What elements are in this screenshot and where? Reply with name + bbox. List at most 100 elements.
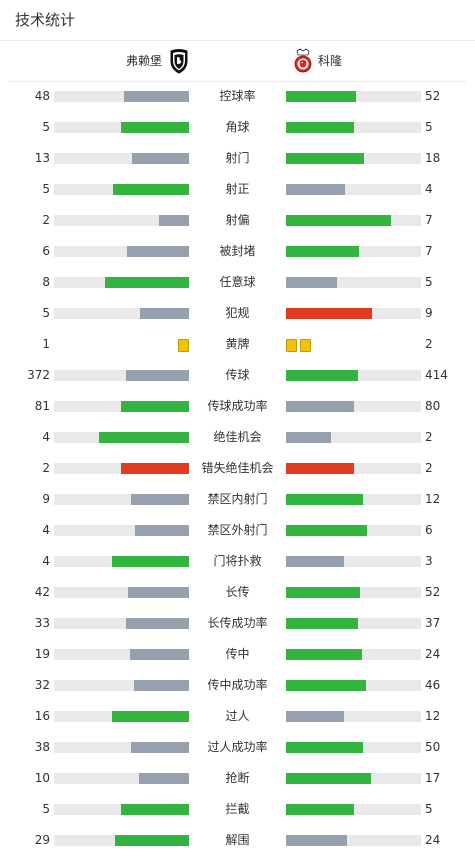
away-bar-track <box>286 215 421 226</box>
home-bar-fill <box>112 556 189 567</box>
home-value: 1 <box>42 337 50 351</box>
away-bar-track <box>286 153 421 164</box>
away-bar-track <box>286 494 421 505</box>
away-bar-track <box>286 587 421 598</box>
away-bar-track <box>286 184 421 195</box>
yellow-card-icon <box>286 339 297 352</box>
home-bar-track <box>54 494 189 505</box>
home-bar-fill <box>159 215 189 226</box>
stat-row: 13 射门 18 <box>0 143 475 174</box>
away-bar-track <box>286 804 421 815</box>
stat-label: 传球 <box>225 368 250 382</box>
home-value: 5 <box>42 182 50 196</box>
stat-label: 角球 <box>225 120 250 134</box>
home-value: 8 <box>42 275 50 289</box>
away-bar-fill <box>286 711 344 722</box>
stat-row: 29 解围 24 <box>0 825 475 856</box>
away-bar-track <box>286 463 421 474</box>
away-bar-track <box>286 246 421 257</box>
teams-row: 弗赖堡 科隆 <box>8 41 466 82</box>
away-bar-fill <box>286 804 354 815</box>
away-bar-track <box>286 122 421 133</box>
away-value: 52 <box>425 585 441 599</box>
home-value: 19 <box>34 647 50 661</box>
away-value: 12 <box>425 492 441 506</box>
stat-label: 绝佳机会 <box>213 430 262 444</box>
home-bar-track <box>54 804 189 815</box>
home-value: 5 <box>42 802 50 816</box>
home-cards <box>178 339 189 352</box>
stat-row: 4 禁区外射门 6 <box>0 515 475 546</box>
away-bar-fill <box>286 277 337 288</box>
home-value: 38 <box>34 740 50 754</box>
away-bar-fill <box>286 401 354 412</box>
home-bar-fill <box>128 587 189 598</box>
home-bar-track <box>54 153 189 164</box>
away-value: 18 <box>425 151 441 165</box>
home-value: 2 <box>42 461 50 475</box>
away-value: 24 <box>425 647 441 661</box>
away-bar-fill <box>286 215 391 226</box>
stat-row: 2 射偏 7 <box>0 205 475 236</box>
stat-row: 372 传球 414 <box>0 360 475 391</box>
stat-row: 4 门将扑救 3 <box>0 546 475 577</box>
away-value: 3 <box>425 554 433 568</box>
away-bar-track <box>286 401 421 412</box>
stat-label: 被封堵 <box>219 244 256 258</box>
away-value: 5 <box>425 120 433 134</box>
away-value: 7 <box>425 244 433 258</box>
stat-label: 射偏 <box>225 213 250 227</box>
away-bar-track <box>286 618 421 629</box>
home-bar-track <box>54 525 189 536</box>
away-bar-fill <box>286 835 347 846</box>
stat-label: 禁区内射门 <box>207 492 268 506</box>
away-cards <box>286 339 311 352</box>
away-value: 80 <box>425 399 441 413</box>
away-value: 5 <box>425 275 433 289</box>
home-bar-fill <box>139 773 189 784</box>
home-value: 42 <box>34 585 50 599</box>
home-team[interactable]: 弗赖堡 <box>126 48 190 74</box>
stat-label: 传球成功率 <box>207 399 268 413</box>
stat-label: 黄牌 <box>225 337 250 351</box>
stat-row: 38 过人成功率 50 <box>0 732 475 763</box>
stat-row: 2 错失绝佳机会 2 <box>0 453 475 484</box>
away-team[interactable]: 科隆 <box>292 48 342 74</box>
stat-label: 传中 <box>225 647 250 661</box>
home-value: 48 <box>34 89 50 103</box>
home-bar-fill <box>115 835 189 846</box>
home-bar-fill <box>121 122 189 133</box>
home-team-name: 弗赖堡 <box>126 54 163 68</box>
home-value: 10 <box>34 771 50 785</box>
home-value: 13 <box>34 151 50 165</box>
home-value: 9 <box>42 492 50 506</box>
home-bar-track <box>54 401 189 412</box>
stat-label: 犯规 <box>225 306 250 320</box>
stat-row: 6 被封堵 7 <box>0 236 475 267</box>
home-bar-track <box>54 215 189 226</box>
away-bar-fill <box>286 432 331 443</box>
home-bar-track <box>54 246 189 257</box>
stat-label: 射门 <box>225 151 250 165</box>
yellow-card-icon <box>300 339 311 352</box>
away-value: 46 <box>425 678 441 692</box>
away-bar-fill <box>286 680 366 691</box>
home-bar-track <box>54 308 189 319</box>
home-bar-track <box>54 711 189 722</box>
home-bar-track <box>54 91 189 102</box>
away-bar-track <box>286 835 421 846</box>
stat-row: 5 拦截 5 <box>0 794 475 825</box>
away-bar-track <box>286 556 421 567</box>
stat-label: 射正 <box>225 182 250 196</box>
away-bar-fill <box>286 308 372 319</box>
stat-row: 42 长传 52 <box>0 577 475 608</box>
away-value: 2 <box>425 337 433 351</box>
home-value: 5 <box>42 120 50 134</box>
away-value: 12 <box>425 709 441 723</box>
home-value: 4 <box>42 554 50 568</box>
away-bar-fill <box>286 742 363 753</box>
away-value: 52 <box>425 89 441 103</box>
stat-row: 32 传中成功率 46 <box>0 670 475 701</box>
stat-row: 9 禁区内射门 12 <box>0 484 475 515</box>
home-bar-fill <box>99 432 189 443</box>
